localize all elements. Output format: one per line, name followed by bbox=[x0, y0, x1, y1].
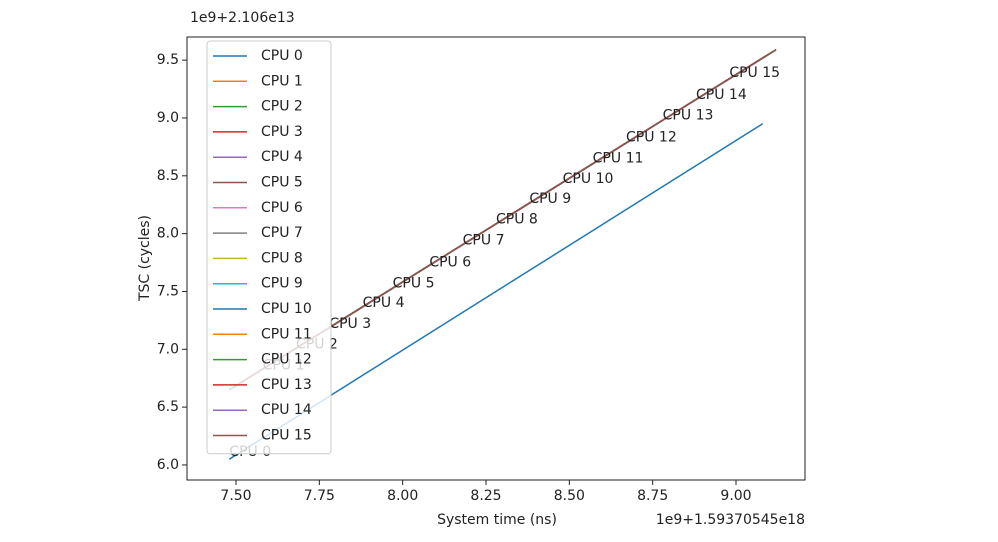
y-axis-label: TSC (cycles) bbox=[137, 215, 153, 302]
legend-label: CPU 0 bbox=[261, 48, 303, 64]
y-tick-label: 6.5 bbox=[157, 399, 179, 415]
y-tick-label: 9.0 bbox=[157, 110, 179, 126]
y-tick-label: 8.0 bbox=[157, 226, 179, 242]
annotation: CPU 11 bbox=[593, 150, 644, 166]
legend-label: CPU 3 bbox=[261, 124, 303, 140]
legend-box bbox=[206, 40, 332, 455]
plot-frame bbox=[186, 36, 806, 481]
x-offset: 1e9+1.59370545e18 bbox=[656, 512, 805, 528]
y-tick-label: 7.5 bbox=[157, 283, 179, 299]
annotation: CPU 8 bbox=[496, 212, 538, 228]
legend-label: CPU 1 bbox=[261, 73, 303, 89]
legend-label: CPU 13 bbox=[261, 377, 312, 393]
x-tick-label: 8.75 bbox=[637, 488, 668, 504]
annotation: CPU 14 bbox=[696, 87, 747, 103]
legend-label: CPU 15 bbox=[261, 428, 312, 444]
legend-label: CPU 2 bbox=[261, 99, 303, 115]
legend-label: CPU 9 bbox=[261, 276, 303, 292]
annotation: CPU 10 bbox=[563, 171, 614, 187]
annotation: CPU 9 bbox=[529, 191, 571, 207]
legend-label: CPU 5 bbox=[261, 175, 303, 191]
annotation: CPU 12 bbox=[626, 130, 677, 146]
annotation: CPU 6 bbox=[429, 254, 471, 270]
legend-label: CPU 12 bbox=[261, 352, 312, 368]
annotation: CPU 13 bbox=[663, 108, 714, 124]
annotation: CPU 4 bbox=[363, 295, 405, 311]
x-tick-label: 7.50 bbox=[220, 488, 251, 504]
annotation: CPU 3 bbox=[329, 316, 371, 332]
legend-label: CPU 11 bbox=[261, 326, 312, 342]
legend-label: CPU 6 bbox=[261, 200, 303, 216]
legend-label: CPU 14 bbox=[261, 402, 312, 418]
y-tick-label: 6.0 bbox=[157, 457, 179, 473]
annotation: CPU 15 bbox=[729, 65, 780, 81]
legend-label: CPU 10 bbox=[261, 301, 312, 317]
x-axis-label: System time (ns) bbox=[437, 512, 557, 528]
y-tick-label: 9.5 bbox=[157, 52, 179, 68]
legend-label: CPU 7 bbox=[261, 225, 303, 241]
y-tick-label: 8.5 bbox=[157, 168, 179, 184]
x-tick-label: 8.00 bbox=[387, 488, 418, 504]
x-tick-label: 8.25 bbox=[470, 488, 501, 504]
x-tick-label: 7.75 bbox=[304, 488, 335, 504]
x-tick-label: 9.00 bbox=[720, 488, 751, 504]
y-offset: 1e9+2.106e13 bbox=[190, 10, 295, 26]
annotation: CPU 7 bbox=[463, 233, 505, 249]
y-tick-label: 7.0 bbox=[157, 341, 179, 357]
legend-label: CPU 8 bbox=[261, 250, 303, 266]
x-tick-label: 8.50 bbox=[554, 488, 585, 504]
legend-label: CPU 4 bbox=[261, 149, 303, 165]
annotation: CPU 5 bbox=[393, 275, 435, 291]
